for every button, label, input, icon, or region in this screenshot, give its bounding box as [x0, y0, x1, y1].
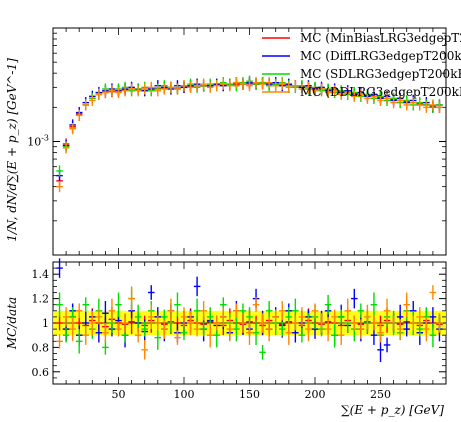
ratio-series	[56, 258, 443, 363]
legend-label: MC (MinBiasLRG3edgepT200kHz)	[300, 31, 461, 45]
x-tick-label: 200	[305, 388, 326, 401]
y-tick-label: 0.6	[32, 366, 50, 379]
main-axes: 10-3	[27, 28, 446, 255]
series-4	[56, 77, 443, 193]
x-tick-label: 150	[239, 388, 260, 401]
legend-label: MC (DiffLRG3edgepT200kHz)	[300, 49, 461, 63]
legend-label: MC (SDLRG3edgepT200kHz)	[300, 67, 461, 81]
x-tick-label: 50	[112, 388, 126, 401]
y-tick-label: 1	[42, 317, 49, 330]
y-tick-label: 1.4	[32, 268, 50, 281]
main-plot-frame	[52, 27, 447, 256]
main-y-axis-title: 1/N, dN/d∑(E + p_z) [GeV^-1]	[5, 58, 19, 242]
ratio-axes: 0.6 0.8 1 1.2 1.4 50 100 150 200 250	[32, 262, 446, 401]
x-tick-label: 100	[174, 388, 195, 401]
legend: MC (MinBiasLRG3edgepT200kHz) MC (DiffLRG3…	[262, 31, 461, 99]
ratio-panel: 0.6 0.8 1 1.2 1.4 50 100 150 200 250 MC/data ∑(E …	[5, 258, 447, 417]
x-tick-label: 250	[370, 388, 391, 401]
y-tick-label: 1.2	[32, 293, 50, 306]
main-series	[56, 75, 443, 193]
ratio-y-axis-title: MC/data	[5, 297, 19, 350]
legend-label: MC (DDLRG3edgepT200kHz)	[300, 85, 461, 99]
ratio-series-4	[56, 285, 443, 360]
y-tick-label: 10-3	[27, 134, 49, 149]
main-panel: 10-3 MC (MinBiasLRG3edgepT200kHz) MC (Dif…	[5, 27, 461, 256]
y-tick-label: 0.8	[32, 341, 50, 354]
x-axis-title: ∑(E + p_z) [GeV]	[341, 403, 444, 417]
